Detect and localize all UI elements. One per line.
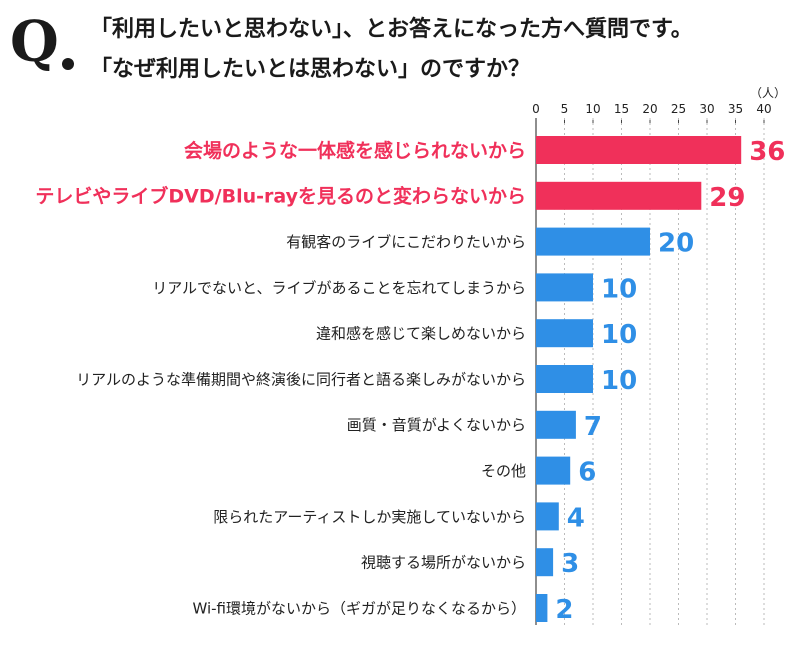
category-label: リアルでないと、ライブがあることを忘れてしまうから: [152, 279, 526, 297]
bar: [536, 410, 576, 439]
bar: [536, 502, 559, 531]
bar: [536, 319, 593, 348]
bar: [536, 273, 593, 302]
category-label: その他: [481, 462, 526, 480]
category-label: 限られたアーティストしか実施していないから: [213, 508, 526, 526]
bar: [536, 136, 742, 164]
title-line-2: 「なぜ利用したいとは思わない」のですか？: [90, 57, 531, 82]
value-label: 2: [555, 595, 573, 625]
bar: [536, 456, 571, 485]
bar: [536, 548, 554, 577]
value-label: 10: [601, 366, 637, 396]
value-label: 36: [749, 137, 785, 167]
bar: [536, 227, 650, 256]
category-label: リアルのような準備期間や終演後に同行者と語る楽しみがないから: [76, 370, 526, 388]
x-tick-label: 35: [728, 102, 743, 116]
question-title: 「利用したいと思わない」、とお答えになった方へ質問です。 「なぜ利用したいとは思…: [90, 10, 693, 90]
value-label: 29: [709, 183, 745, 213]
x-tick-label: 30: [699, 102, 714, 116]
title-line-1: 「利用したいと思わない」、とお答えになった方へ質問です。: [90, 17, 693, 42]
value-label: 20: [658, 229, 694, 259]
x-tick-label: 0: [532, 102, 540, 116]
value-label: 10: [601, 274, 637, 304]
x-tick-label: 10: [585, 102, 600, 116]
value-label: 7: [584, 412, 602, 442]
category-label: 違和感を感じて楽しめないから: [316, 325, 526, 343]
value-label: 10: [601, 320, 637, 350]
unit-label: （人）: [750, 86, 786, 100]
x-tick-label: 5: [561, 102, 569, 116]
category-label: 視聴する場所がないから: [361, 554, 526, 572]
x-tick-label: 40: [756, 102, 771, 116]
bar: [536, 181, 702, 210]
x-tick-label: 25: [671, 102, 686, 116]
category-label: 有観客のライブにこだわりたいから: [286, 233, 526, 251]
x-tick-label: 15: [614, 102, 629, 116]
x-tick-label: 20: [642, 102, 657, 116]
bar: [536, 365, 593, 393]
value-label: 6: [578, 458, 596, 488]
question-mark-dot: [62, 58, 74, 70]
category-label: 会場のような一体感を感じられないから: [184, 139, 526, 162]
value-label: 4: [567, 503, 585, 533]
value-label: 3: [561, 549, 579, 579]
question-mark-letter: Q: [10, 9, 59, 75]
category-label: テレビやライブDVD/Blu-rayを見るのと変わらないから: [35, 185, 526, 208]
bar: [536, 594, 548, 622]
category-label: 画質・音質がよくないから: [347, 416, 526, 434]
category-label: Wi-fi環境がないから（ギガが足りなくなるから）: [192, 599, 526, 617]
